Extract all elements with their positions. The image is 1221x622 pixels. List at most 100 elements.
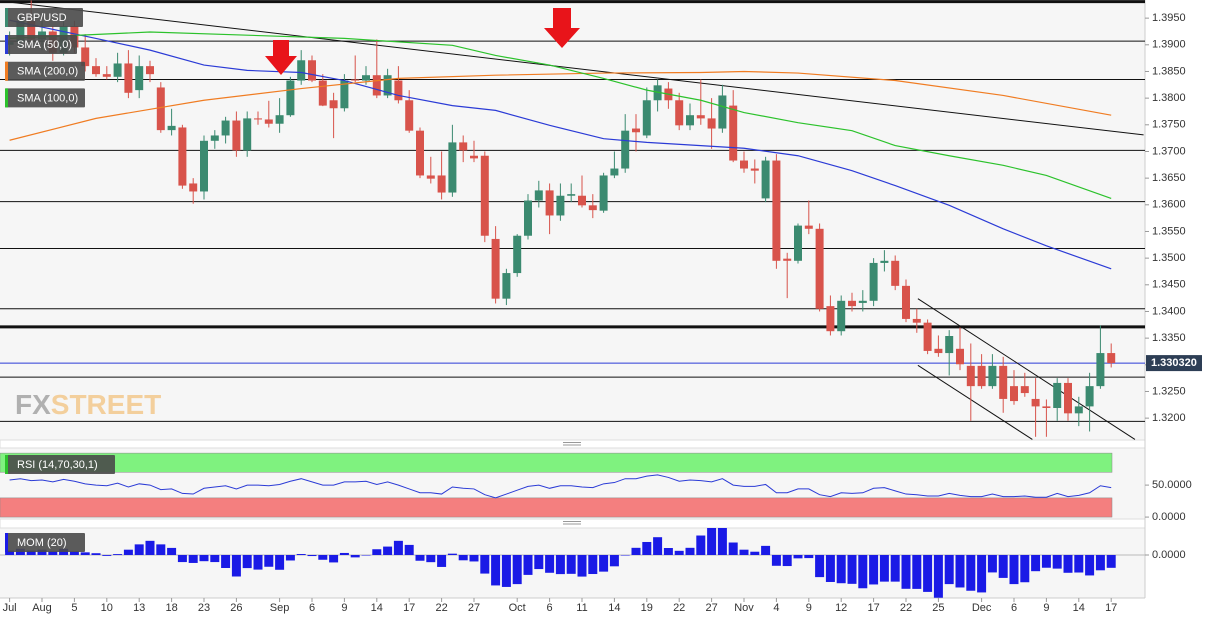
candle-body bbox=[869, 262, 878, 301]
candle-body bbox=[448, 142, 457, 193]
candle-body bbox=[383, 75, 392, 96]
candle-body bbox=[232, 120, 241, 151]
mom-bar bbox=[372, 549, 382, 555]
candle-body bbox=[16, 20, 25, 43]
mom-bar bbox=[145, 540, 155, 555]
mom-bar bbox=[5, 550, 15, 555]
candle-body bbox=[988, 365, 997, 387]
candle-body bbox=[178, 127, 187, 186]
legend-swatch bbox=[5, 35, 8, 54]
mom-bar bbox=[91, 553, 101, 555]
candle-body bbox=[966, 365, 975, 387]
legend-swatch bbox=[5, 61, 8, 81]
candle-body bbox=[102, 74, 111, 77]
mom-bar bbox=[447, 553, 457, 555]
x-tick-label: 6 bbox=[1011, 602, 1017, 614]
legend-label: SMA (200,0) bbox=[17, 66, 78, 78]
mom-bar bbox=[858, 554, 868, 589]
mom-bar bbox=[469, 554, 479, 562]
y-tick-label: 1.3400 bbox=[1152, 305, 1186, 317]
candle-body bbox=[524, 200, 532, 236]
mom-bar bbox=[1041, 554, 1051, 568]
mom-bar bbox=[393, 540, 403, 555]
y-tick-label: 1.3750 bbox=[1152, 119, 1186, 131]
candle-body bbox=[394, 80, 403, 101]
candle-body bbox=[556, 195, 565, 216]
candle-body bbox=[189, 183, 198, 192]
candle-body bbox=[794, 225, 802, 261]
candle-body bbox=[92, 66, 100, 75]
x-tick-label: Sep bbox=[270, 602, 290, 614]
y-tick-label: 0.0000 bbox=[1152, 549, 1186, 561]
x-tick-label: 17 bbox=[403, 602, 415, 614]
mom-bar bbox=[566, 554, 576, 574]
legend-label: SMA (100,0) bbox=[17, 92, 78, 104]
y-tick-label: 1.3500 bbox=[1152, 252, 1186, 264]
legend-box bbox=[5, 61, 85, 81]
x-tick-label: 12 bbox=[835, 602, 847, 614]
candle-body bbox=[1031, 398, 1040, 407]
x-tick-label: 26 bbox=[230, 602, 242, 614]
trend-line bbox=[9, 1, 1144, 136]
mom-bar bbox=[480, 554, 490, 574]
mom-plot bbox=[0, 528, 1145, 598]
candle-body bbox=[221, 120, 230, 136]
mom-bar bbox=[426, 554, 436, 563]
candle-body bbox=[470, 155, 478, 159]
mom-bar bbox=[296, 554, 306, 555]
candle-body bbox=[1042, 406, 1051, 408]
candle-body bbox=[1020, 386, 1029, 394]
candle-body bbox=[286, 80, 295, 116]
x-tick-label: 14 bbox=[1073, 602, 1085, 614]
mom-bar bbox=[685, 547, 695, 555]
rsi-band bbox=[0, 452, 1113, 473]
mom-bar bbox=[1106, 554, 1116, 568]
candle-body bbox=[1064, 382, 1072, 414]
mom-bar bbox=[545, 554, 555, 573]
mom-bar bbox=[437, 554, 447, 567]
candle-body bbox=[297, 60, 306, 81]
y-tick-label: 1.3800 bbox=[1152, 92, 1186, 104]
trend-line bbox=[917, 364, 1033, 440]
mom-bar bbox=[901, 554, 911, 589]
mom-bar bbox=[339, 552, 349, 555]
legend-swatch bbox=[5, 8, 8, 27]
mom-bar bbox=[761, 545, 771, 555]
y-tick-label: 1.3350 bbox=[1152, 332, 1186, 344]
mom-bar bbox=[329, 554, 339, 563]
candle-body bbox=[1074, 406, 1083, 414]
candle-body bbox=[772, 160, 781, 261]
candle-body bbox=[891, 260, 900, 286]
mom-bar bbox=[696, 535, 706, 555]
candle-body bbox=[804, 225, 813, 229]
mom-bar bbox=[134, 544, 144, 555]
panel-divider[interactable] bbox=[0, 439, 1146, 449]
candle-body bbox=[610, 168, 619, 176]
candle-body bbox=[318, 80, 327, 106]
mom-bar bbox=[998, 554, 1008, 578]
mom-bar bbox=[264, 554, 274, 567]
candle-body bbox=[372, 75, 381, 96]
mom-bar bbox=[771, 554, 781, 566]
mom-bar bbox=[933, 554, 943, 598]
mom-bar bbox=[987, 554, 997, 573]
x-tick-label: 17 bbox=[867, 602, 879, 614]
candle-body bbox=[826, 306, 835, 332]
candle-body bbox=[761, 160, 770, 199]
candle-body bbox=[502, 273, 511, 299]
legend-swatch bbox=[5, 455, 8, 474]
mom-bar bbox=[955, 554, 965, 588]
mom-bar bbox=[199, 554, 209, 562]
mom-bar bbox=[501, 554, 511, 587]
candle-body bbox=[880, 260, 889, 263]
mom-bar bbox=[1074, 554, 1084, 573]
candle-body bbox=[254, 118, 262, 120]
rsi-band bbox=[0, 497, 1113, 518]
mom-bar bbox=[242, 554, 252, 569]
mom-bar bbox=[599, 554, 609, 572]
candle-body bbox=[480, 155, 489, 236]
candle-body bbox=[113, 63, 122, 77]
x-tick-label: 6 bbox=[547, 602, 553, 614]
rsi-line bbox=[9, 474, 1112, 499]
